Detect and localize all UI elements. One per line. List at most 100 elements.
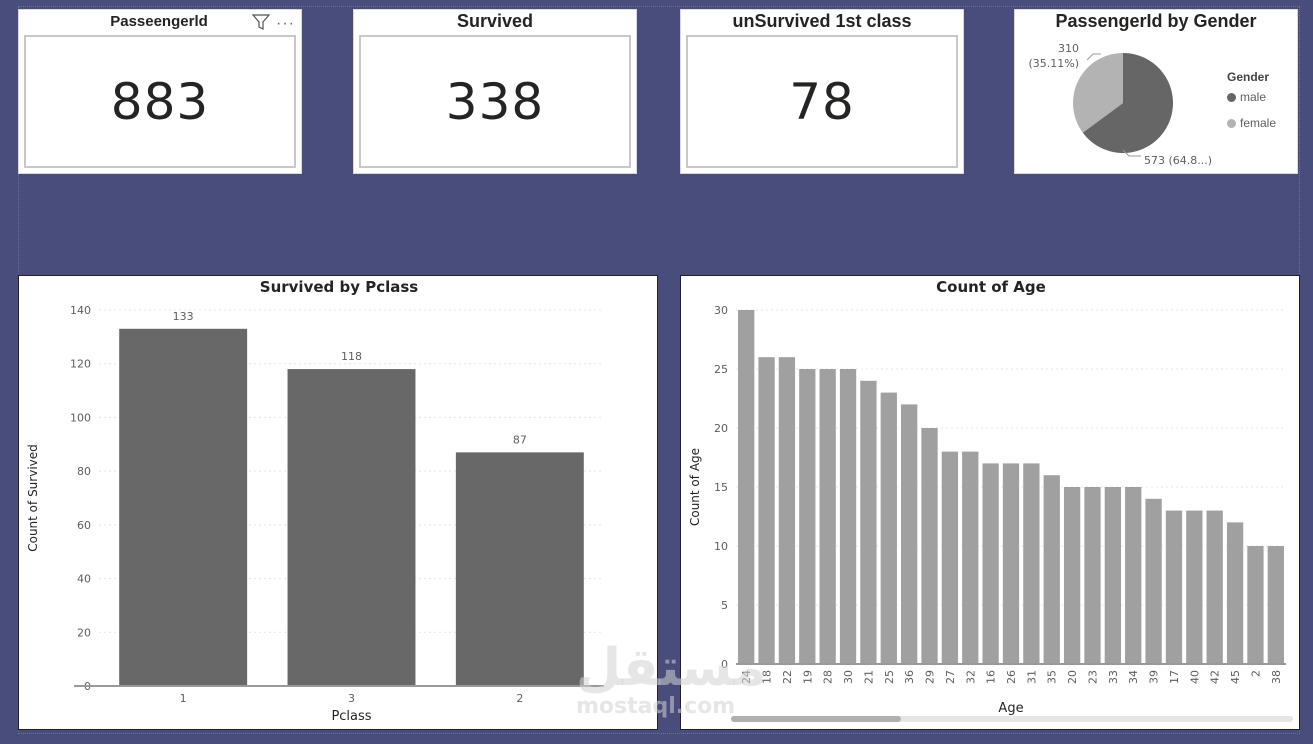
bar-38[interactable]: [1267, 546, 1284, 664]
bar-21[interactable]: [860, 380, 877, 664]
bar-23[interactable]: [1084, 487, 1101, 664]
chart-card-survived-by-pclass[interactable]: Survived by Pclass0204060801001201401331…: [18, 275, 658, 730]
bar-31[interactable]: [1023, 463, 1040, 664]
x-tick-label: 3: [348, 692, 355, 705]
bar-45[interactable]: [1226, 522, 1244, 664]
y-tick-label: 30: [714, 304, 728, 317]
y-tick-label: 0: [721, 658, 728, 671]
bar-35[interactable]: [1043, 475, 1060, 664]
bar-27[interactable]: [941, 451, 959, 664]
bar-30[interactable]: [839, 369, 857, 664]
x-tick-label: 22: [781, 670, 794, 684]
bar-33[interactable]: [1104, 487, 1121, 664]
x-tick-label: 39: [1148, 670, 1161, 684]
pie-label-female-pct: (35.11%): [1028, 57, 1079, 70]
bar-3[interactable]: [287, 369, 416, 686]
data-label: 87: [513, 433, 527, 446]
legend-item-male[interactable]: male: [1227, 90, 1276, 104]
y-tick-label: 80: [77, 465, 91, 478]
y-tick-label: 10: [714, 540, 728, 553]
chart-card-count-of-age[interactable]: Count of Age 0 5 10 15 20 25 30 24 18 22 19 28 30 21 25…: [680, 275, 1300, 730]
kpi-frame: 338: [359, 35, 631, 168]
pie-label-female-count: 310: [1058, 42, 1079, 55]
kpi-card-survived[interactable]: Survived 338: [353, 9, 637, 174]
legend-item-female[interactable]: female: [1227, 116, 1276, 130]
pie-label-male: 573 (64.8...): [1144, 154, 1212, 167]
x-tick-label: 42: [1209, 670, 1222, 684]
x-tick-label: 29: [924, 670, 937, 684]
bar-34[interactable]: [1125, 487, 1142, 664]
kpi-card-passengerid[interactable]: Passeengerld ··· 883: [18, 9, 302, 174]
kpi-title: Passeengerld: [110, 13, 208, 30]
x-axis-title: Age: [998, 701, 1023, 716]
x-tick-label: 20: [1066, 670, 1079, 684]
x-tick-label: 2: [1249, 670, 1262, 677]
watermark-arabic: مستقل: [576, 638, 767, 698]
kpi-card-unsurvived-1st-class[interactable]: unSurvived 1st class 78: [680, 9, 964, 174]
watermark: مستقل mostaql.com: [576, 640, 766, 718]
leader-line-female: [1086, 53, 1101, 61]
bar-19[interactable]: [799, 369, 816, 664]
legend-dot-female: [1227, 118, 1236, 128]
pie-card-gender[interactable]: PassengerId by Gender 310 (35.11%) 573 (…: [1014, 9, 1298, 174]
leader-line-male: [1122, 149, 1141, 157]
x-tick-label: 18: [761, 670, 774, 684]
y-tick-label: 20: [714, 422, 728, 435]
x-tick-label: 21: [862, 670, 875, 684]
bar-1[interactable]: [119, 328, 248, 686]
pie-chart: 310 (35.11%) 573 (64.8...): [1028, 42, 1212, 167]
bar-25[interactable]: [880, 392, 897, 664]
kpi-value: 338: [445, 72, 545, 131]
bar-36[interactable]: [901, 404, 918, 664]
bar-24[interactable]: [738, 310, 755, 664]
x-tick-label: 40: [1188, 670, 1201, 684]
bar-2[interactable]: [455, 452, 584, 686]
x-tick-label: 1: [180, 692, 187, 705]
y-tick-label: 25: [714, 363, 728, 376]
bar-22[interactable]: [778, 357, 796, 664]
filter-icon[interactable]: [251, 14, 271, 33]
chart-title: Survived by Pclass: [260, 278, 419, 296]
legend-label: female: [1240, 116, 1277, 130]
x-tick-label: 35: [1046, 670, 1059, 684]
y-tick-label: 140: [70, 304, 91, 317]
x-tick-label: 45: [1229, 670, 1242, 684]
count-of-age-chart: Count of Age 0 5 10 15 20 25 30 24 18 22 19 28 30 21 25…: [688, 278, 1293, 722]
bar-2[interactable]: [1247, 546, 1264, 664]
bar-17[interactable]: [1165, 510, 1183, 664]
bar-20[interactable]: [1063, 487, 1081, 664]
x-tick-label: 19: [801, 670, 814, 684]
bar-18[interactable]: [758, 357, 775, 664]
y-tick-label: 20: [77, 626, 91, 639]
watermark-latin: mostaql.com: [576, 694, 736, 719]
bar-26[interactable]: [1002, 463, 1020, 664]
x-tick-label: 34: [1127, 670, 1140, 684]
x-tick-label: 33: [1107, 670, 1120, 684]
x-tick-label: 28: [822, 670, 835, 684]
bar-29[interactable]: [921, 428, 938, 664]
legend-label: male: [1240, 90, 1267, 104]
kpi-frame: 883: [24, 35, 296, 168]
chart-title: Count of Age: [936, 278, 1046, 296]
more-options-icon[interactable]: ···: [276, 14, 295, 32]
bar-32[interactable]: [962, 451, 979, 664]
bar-28[interactable]: [819, 369, 836, 664]
kpi-title: Survived: [456, 11, 534, 31]
x-tick-label: 2: [516, 692, 523, 705]
scrollbar-thumb[interactable]: [731, 716, 901, 722]
bar-42[interactable]: [1206, 510, 1223, 664]
kpi-value: 883: [110, 72, 210, 131]
bar-40[interactable]: [1186, 510, 1203, 664]
pie-slice-female[interactable]: [1073, 53, 1123, 133]
bar-39[interactable]: [1145, 498, 1162, 664]
x-tick-label: 38: [1270, 670, 1283, 684]
x-axis-title: Pclass: [331, 709, 371, 724]
bar-16[interactable]: [982, 463, 999, 664]
pie-slice-male[interactable]: [1082, 53, 1174, 153]
data-label: 118: [341, 350, 362, 363]
x-tick-label: 27: [944, 670, 957, 684]
x-tick-label: 24: [740, 670, 753, 684]
y-tick-label: 100: [70, 411, 91, 424]
y-axis-title: Count of Survived: [26, 444, 40, 552]
y-tick-label: 40: [77, 573, 91, 586]
